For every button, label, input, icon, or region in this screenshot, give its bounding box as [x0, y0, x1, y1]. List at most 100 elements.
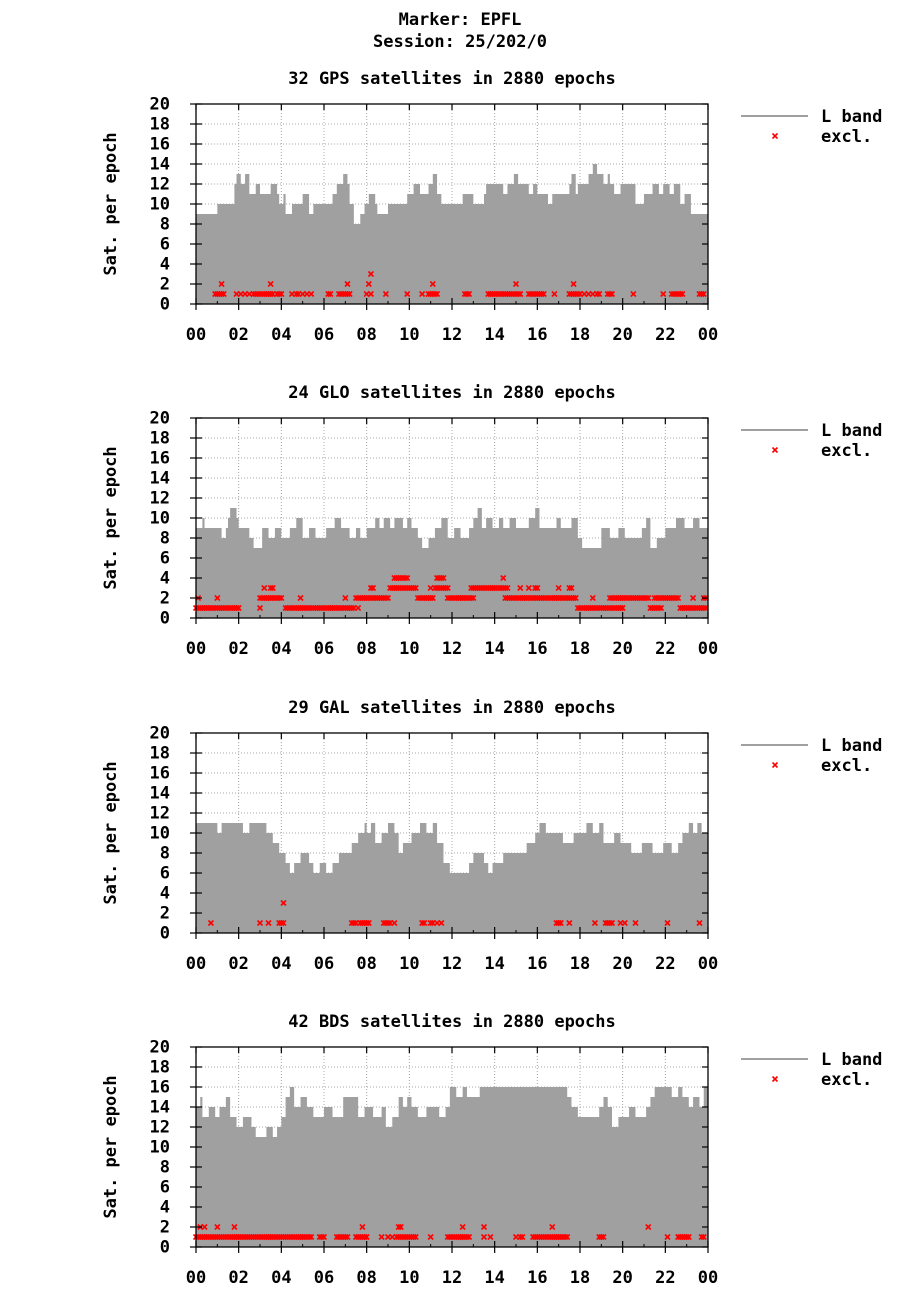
legend-label-l-band: L band [821, 421, 882, 441]
y-tick-label: 10 [150, 1138, 170, 1158]
y-tick-label: 14 [150, 155, 170, 175]
excl-point [562, 1233, 569, 1241]
series-excl [192, 574, 709, 612]
y-tick-label: 8 [160, 529, 170, 549]
excl-point [444, 584, 451, 592]
session-title: Session: 25/202/0 [373, 32, 547, 52]
x-tick-label: 04 [271, 954, 291, 974]
x-tick-label: 14 [484, 325, 504, 345]
excl-point [367, 270, 374, 278]
x-tick-label: 06 [314, 1268, 334, 1288]
excl-point [591, 919, 598, 927]
x-tick-label: 00 [186, 325, 206, 345]
excl-point [683, 1233, 690, 1241]
x-tick-label: 02 [228, 325, 248, 345]
excl-point [370, 584, 377, 592]
excl-point [231, 1223, 238, 1231]
excl-point [517, 1233, 524, 1241]
x-tick-label: 14 [484, 639, 504, 659]
chart-title: 42 BDS satellites in 2880 epochs [288, 1012, 616, 1032]
x-tick-label: 08 [356, 325, 376, 345]
excl-point [632, 919, 639, 927]
x-tick-label: 02 [228, 1268, 248, 1288]
x-tick-label: 00 [186, 954, 206, 974]
x-tick-label: 18 [570, 639, 590, 659]
excl-point [350, 919, 357, 927]
legend-label-l-band: L band [821, 736, 882, 756]
excl-point [269, 584, 276, 592]
legend-marker-swatch [771, 761, 779, 769]
y-axis-label: Sat. per epoch [101, 446, 121, 589]
excl-point [502, 584, 509, 592]
excl-point [320, 1233, 328, 1241]
excl-point [438, 574, 445, 582]
excl-point [700, 1233, 707, 1241]
excl-point [214, 594, 221, 602]
x-tick-label: 12 [442, 1268, 462, 1288]
excl-point [677, 290, 684, 298]
excl-point [504, 584, 511, 592]
x-tick-label: 18 [570, 954, 590, 974]
excl-point [440, 574, 447, 582]
excl-point [532, 584, 539, 592]
x-tick-label: 22 [655, 325, 675, 345]
y-tick-label: 0 [160, 924, 170, 944]
excl-point [438, 919, 445, 927]
excl-point [596, 290, 603, 298]
excl-point [344, 290, 351, 298]
excl-point [267, 584, 274, 592]
x-tick-label: 20 [612, 954, 632, 974]
y-tick-label: 6 [160, 864, 170, 884]
excl-point [679, 290, 686, 298]
y-tick-label: 6 [160, 1178, 170, 1198]
excl-point [557, 919, 564, 927]
y-tick-label: 14 [150, 1098, 170, 1118]
excl-point [410, 584, 417, 592]
legend-label-l-band: L band [821, 107, 882, 127]
excl-point [367, 584, 374, 592]
y-tick-label: 18 [150, 744, 170, 764]
excl-point [619, 604, 626, 612]
excl-point [555, 919, 562, 927]
excl-point [276, 594, 283, 602]
x-tick-label: 10 [399, 325, 419, 345]
excl-point [280, 919, 287, 927]
excl-point [218, 290, 225, 298]
x-tick-label: 08 [356, 954, 376, 974]
x-tick-label: 16 [527, 639, 547, 659]
chart-1: 24 GLO satellites in 2880 epochs Sat. per… [101, 383, 882, 659]
y-tick-label: 2 [160, 275, 170, 295]
excl-point [429, 594, 436, 602]
excl-point [367, 290, 374, 298]
x-tick-label: 20 [612, 639, 632, 659]
excl-point [382, 290, 389, 298]
y-tick-label: 12 [150, 804, 170, 824]
excl-point [419, 919, 426, 927]
excl-point [512, 280, 520, 288]
excl-point [297, 594, 304, 602]
excl-point [427, 594, 434, 602]
excl-point [549, 1223, 556, 1231]
x-tick-label: 00 [698, 325, 718, 345]
excl-point [382, 594, 389, 602]
x-tick-label: 06 [314, 639, 334, 659]
y-tick-label: 0 [160, 295, 170, 315]
excl-point [261, 584, 268, 592]
y-tick-label: 2 [160, 1218, 170, 1238]
x-tick-label: 12 [442, 954, 462, 974]
y-tick-label: 20 [150, 95, 170, 115]
excl-point [672, 594, 680, 602]
excl-point [480, 1223, 488, 1231]
excl-point [397, 1223, 404, 1231]
x-tick-label: 00 [698, 1268, 718, 1288]
excl-point [265, 919, 272, 927]
excl-point [361, 1233, 368, 1241]
legend-marker-swatch [771, 1075, 779, 1083]
y-tick-label: 10 [150, 509, 170, 529]
excl-point [306, 1233, 313, 1241]
excl-point [466, 1233, 473, 1241]
excl-point [574, 290, 581, 298]
legend-label-excl: excl. [821, 1070, 872, 1090]
